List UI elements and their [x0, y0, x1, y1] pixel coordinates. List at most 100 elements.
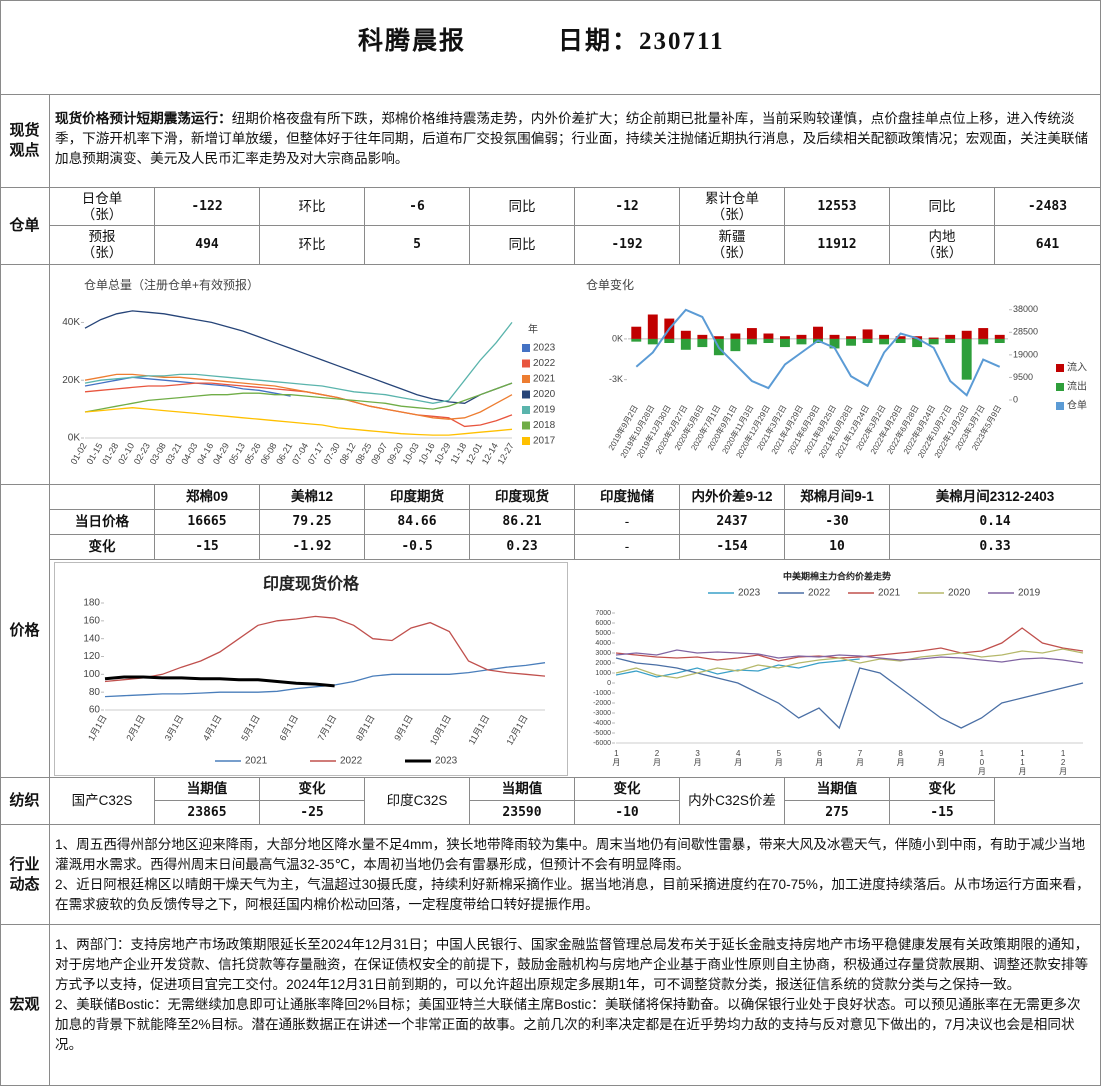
warehouse-cell-text: -6	[409, 198, 425, 214]
y-tick-label: 80	[89, 687, 101, 698]
series-line	[84, 382, 513, 428]
header: 科腾晨报 日期：230711	[0, 0, 1101, 95]
textile-value-text: -15	[930, 804, 954, 820]
y-tick-label: 3000	[595, 650, 611, 657]
series-line	[104, 662, 546, 698]
chart-title: 中美期棉主力合约价差走势	[783, 570, 891, 581]
y-tick-label: -3000	[593, 710, 611, 717]
x-tick-label: 3月	[693, 749, 702, 767]
price-value-text: 16665	[187, 514, 227, 529]
bar	[730, 338, 741, 352]
warehouse-cell: 累计仓单（张）	[680, 188, 785, 226]
y-tick-label: -5000	[593, 730, 611, 737]
section-label: 价格	[0, 485, 50, 778]
warehouse-cell: 12553	[785, 188, 890, 226]
price-header: 美棉月间2312-2403	[890, 485, 1101, 510]
x-tick-label: 9月1日	[392, 713, 415, 742]
x-tick-label: 1月1日	[86, 713, 109, 742]
bar	[697, 338, 708, 348]
chart: 中美期棉主力合约价差走势 7000 6000 5000 4000 3000 2000 1000…	[578, 563, 1096, 775]
bar	[961, 338, 972, 380]
y-tick-label: 160	[83, 615, 100, 626]
textile-value: -15	[890, 801, 995, 825]
warehouse-cell-text: 同比	[508, 237, 536, 252]
warehouse-cell: 环比	[260, 226, 365, 265]
chart: 印度现货价格 60 80 100 120 140 160 180 1月1日 2月1日 3月1日 4月1…	[54, 562, 568, 776]
warehouse-cell: -2483	[995, 188, 1101, 226]
y-tick-label: 180	[83, 598, 100, 609]
section-label-text: 纺织	[9, 792, 40, 809]
bar	[763, 333, 774, 339]
bar	[846, 336, 856, 339]
legend-swatch	[1056, 383, 1064, 391]
macro-text: 1、两部门：支持房地产市场政策期限延长至2024年12月31日；中国人民银行、国…	[50, 925, 1101, 1086]
textile-value: 23865	[155, 801, 260, 825]
warehouse-cell: 494	[155, 226, 260, 265]
legend-label: 2022	[533, 358, 556, 369]
y-tick-label: 2000	[595, 660, 611, 667]
legend-label: 流入	[1067, 361, 1087, 374]
price-value-text: -154	[716, 539, 748, 554]
y-tick-label: 1000	[595, 670, 611, 677]
spot-paragraph: 现货价格预计短期震荡运行：纽期价格夜盘有所下跌，郑棉价格维持震荡走势，内外价差扩…	[55, 109, 1094, 169]
x-tick-label: 8月	[896, 749, 905, 767]
legend-label: 2021	[533, 374, 556, 385]
textile-header-text: 当期值	[501, 781, 543, 796]
price-value-text: 0.23	[506, 539, 538, 554]
y-tick-label: 0	[1013, 394, 1018, 404]
bar	[746, 328, 757, 339]
textile-value-text: -25	[300, 804, 324, 820]
price-row-name-text: 当日价格	[75, 514, 129, 529]
x-tick-label: 2月	[652, 749, 661, 767]
bar	[713, 336, 724, 339]
x-tick-label: 4月1日	[201, 713, 224, 742]
price-value: -	[575, 510, 680, 535]
textile-header: 当期值	[470, 778, 575, 801]
warehouse-cell: -6	[365, 188, 470, 226]
bar	[879, 338, 890, 345]
section-label: 宏观	[0, 925, 50, 1086]
bar	[895, 338, 906, 343]
y-tick-label: 20K	[62, 375, 80, 386]
warehouse-cell: 新疆（张）	[680, 226, 785, 265]
price-value-text: -	[624, 539, 630, 554]
section-label-text: 行业动态	[9, 855, 40, 893]
legend-label: 2019	[1018, 588, 1041, 599]
legend-label: 仓单	[1067, 399, 1087, 412]
price-value-text: 84.66	[397, 514, 437, 529]
price-header-text: 美棉月间2312-2403	[935, 489, 1055, 504]
price-value: 2437	[680, 510, 785, 535]
x-tick-label: 12月	[1059, 749, 1068, 775]
x-tick-label: 1月	[612, 749, 621, 767]
industry-paragraph: 2、近日阿根廷棉区以晴朗干燥天气为主，气温超过30摄氏度，持续利好新棉采摘作业。…	[55, 877, 1090, 912]
bar	[945, 334, 956, 339]
bar	[680, 338, 691, 350]
warehouse-cell-text: 同比	[928, 198, 956, 214]
warehouse-cell: 日仓单（张）	[50, 188, 155, 226]
warehouse-cell-text: 环比	[298, 198, 326, 214]
price-value-text: 79.25	[292, 514, 332, 529]
legend-label: 2023	[533, 343, 556, 354]
legend-swatch	[522, 437, 530, 445]
chart-title: 仓单总量（注册仓单+有效预报）	[84, 277, 259, 292]
textile-header: 变化	[890, 778, 995, 801]
warehouse-cell: -12	[575, 188, 680, 226]
warehouse-cell-text: 累计仓单（张）	[705, 190, 759, 222]
bar	[829, 334, 840, 339]
bar	[862, 329, 873, 339]
chart: 仓单总量（注册仓单+有效预报）0K20K40K01-0201-1501-2802…	[52, 268, 572, 482]
price-header: 美棉12	[260, 485, 365, 510]
x-tick-label: 11月1日	[467, 713, 492, 746]
y-tick-label: 4000	[595, 640, 611, 647]
section-label	[0, 265, 50, 485]
y-tick-label: 6000	[595, 620, 611, 627]
warehouse-cell: 预报（张）	[50, 226, 155, 265]
x-tick-label: 4月	[734, 749, 743, 767]
bar	[730, 333, 741, 339]
y-tick-label: -4000	[593, 720, 611, 727]
legend-title: 年	[528, 323, 538, 336]
y-tick-label: 40K	[62, 317, 80, 328]
textile-value-text: 275	[825, 804, 849, 820]
bar	[961, 330, 972, 339]
bar	[912, 338, 923, 348]
